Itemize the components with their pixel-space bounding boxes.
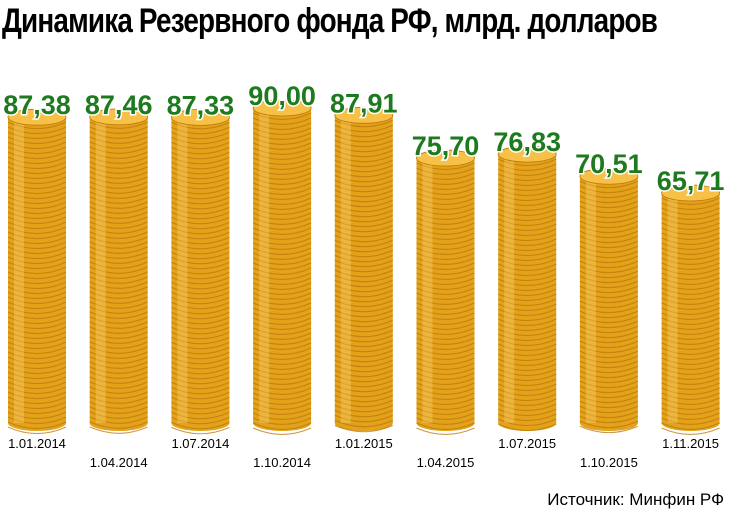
value-label: 76,83 [493, 127, 561, 157]
coin-stack-bar [252, 99, 312, 435]
x-tick-label: 1.01.2014 [8, 436, 66, 451]
x-tick-label: 1.04.2014 [90, 455, 148, 470]
value-label: 87,46 [85, 90, 153, 120]
value-label: 87,91 [330, 88, 398, 118]
coin-stack-bar [416, 149, 475, 435]
x-tick-label: 1.10.2014 [253, 455, 311, 470]
value-label: 65,71 [657, 166, 725, 196]
value-labels-layer: 87,38 87,46 87,33 90,00 87,91 75,70 76,83 70,51… [2, 80, 726, 198]
x-tick-label: 1.07.2015 [498, 436, 556, 451]
value-label: 75,70 [412, 131, 480, 161]
value-label: 70,51 [575, 149, 643, 179]
x-tick-label: 1.04.2015 [417, 455, 475, 470]
x-tick-label: 1.07.2014 [171, 436, 229, 451]
coin-stack-bar [661, 184, 720, 435]
stacks-layer [7, 99, 720, 435]
coin-stack-bar [497, 145, 557, 432]
value-label: 87,38 [3, 90, 71, 120]
source-note: Источник: Минфин РФ [547, 490, 724, 509]
x-axis-ticks: 1.01.2014 1.04.2014 1.07.2014 1.10.2014 1.01… [8, 436, 719, 470]
x-tick-label: 1.01.2015 [335, 436, 393, 451]
value-label: 87,33 [167, 90, 235, 120]
coin-stack-bar [7, 108, 67, 435]
coin-stack-bar [334, 106, 394, 433]
x-tick-label: 1.10.2015 [580, 455, 638, 470]
x-tick-label: 1.11.2015 [662, 436, 719, 451]
chart-title: Динамика Резервного фонда РФ, млрд. долл… [2, 2, 658, 40]
coin-stack-bar [579, 167, 639, 434]
coin-stack-bar [170, 108, 230, 435]
coin-stack-bar [89, 108, 149, 434]
value-label: 90,00 [248, 81, 316, 111]
